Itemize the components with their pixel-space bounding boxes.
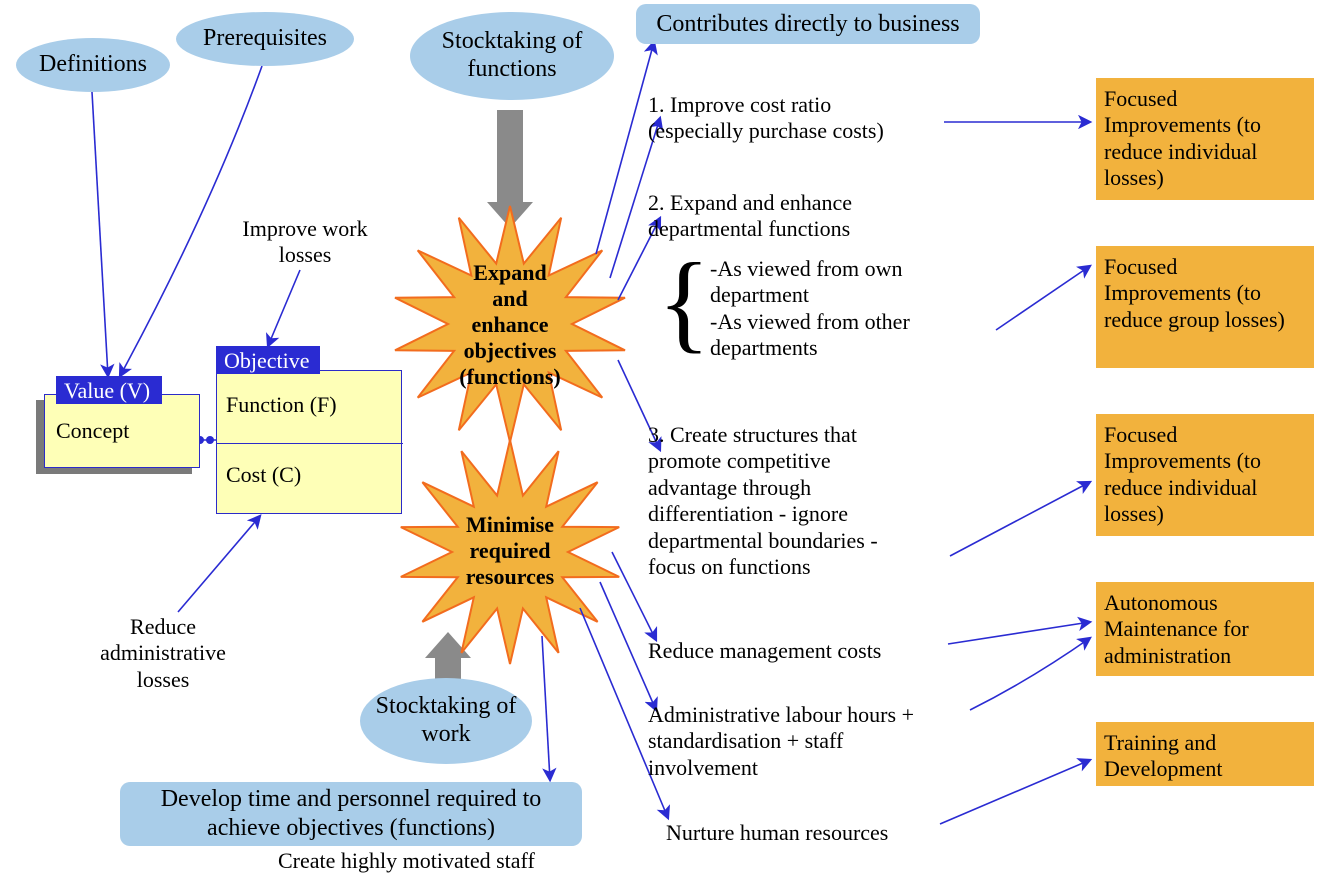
objective-cost-label: Cost (C)	[226, 462, 301, 488]
label-create-motivated-staff: Create highly motivated staff	[278, 848, 598, 874]
ellipse-prerequisites: Prerequisites	[176, 12, 354, 66]
curly-brace: {	[658, 240, 711, 362]
right-text-nurture: Nurture human resources	[666, 820, 1086, 846]
arrow-a_min_develop	[542, 636, 550, 780]
roundrect-develop-time: Develop time and personnel required to a…	[120, 782, 582, 846]
star-minimise-label: Minimiserequiredresources	[458, 512, 562, 590]
right-text-item3: 3. Create structures that promote compet…	[648, 422, 1068, 580]
concept-header: Value (V)	[56, 376, 162, 404]
roundrect-label: Contributes directly to business	[656, 10, 959, 39]
grey-arrows	[425, 110, 533, 680]
orange-box-am_admin: Autonomous Maintenance for administratio…	[1096, 582, 1314, 676]
star-expand-label: Expandandenhanceobjectives(functions)	[452, 260, 568, 390]
right-text-item2a: -As viewed from own department -As viewe…	[710, 256, 1070, 362]
orange-box-train_dev: Training and Development	[1096, 722, 1314, 786]
label-improve-work-losses: Improve work losses	[230, 216, 380, 269]
right-text-item2: 2. Expand and enhance departmental funct…	[648, 190, 1068, 243]
ellipse-label: Stocktaking of functions	[410, 28, 614, 83]
objective-function-label: Function (F)	[226, 392, 337, 418]
ellipse-stocktaking-functions: Stocktaking of functions	[410, 12, 614, 100]
roundrect-contributes: Contributes directly to business	[636, 4, 980, 44]
concept-header-label: Value (V)	[64, 378, 150, 403]
ellipse-definitions: Definitions	[16, 38, 170, 92]
label-reduce-admin-losses: Reduce administrative losses	[78, 614, 248, 693]
objective-header: Objective	[216, 346, 320, 374]
arrow-a_improve_obj	[268, 270, 300, 346]
orange-box-fi_group: Focused Improvements (to reduce group lo…	[1096, 246, 1314, 368]
right-text-reduce_mgmt: Reduce management costs	[648, 638, 1068, 664]
arrow-a_def_value	[92, 92, 108, 376]
connector-dot-2	[206, 436, 214, 444]
right-text-item1: 1. Improve cost ratio (especially purcha…	[648, 92, 1068, 145]
concept-label: Concept	[56, 418, 129, 444]
ellipse-label: Stocktaking of work	[360, 693, 532, 748]
arrow-a_reduce_obj	[178, 516, 260, 612]
objective-divider	[217, 443, 403, 444]
objective-header-label: Objective	[224, 348, 310, 373]
right-text-admin_hours: Administrative labour hours + standardis…	[648, 702, 1088, 781]
roundrect-label: Develop time and personnel required to a…	[128, 785, 574, 843]
ellipse-stocktaking-work: Stocktaking of work	[360, 678, 532, 764]
ellipse-label: Prerequisites	[203, 25, 327, 53]
orange-box-fi_individual_1: Focused Improvements (to reduce individu…	[1096, 78, 1314, 200]
ellipse-label: Definitions	[39, 51, 147, 79]
orange-box-fi_individual_2: Focused Improvements (to reduce individu…	[1096, 414, 1314, 536]
diagram-stage: { Definitions Prerequisites Stocktaking …	[0, 0, 1323, 875]
